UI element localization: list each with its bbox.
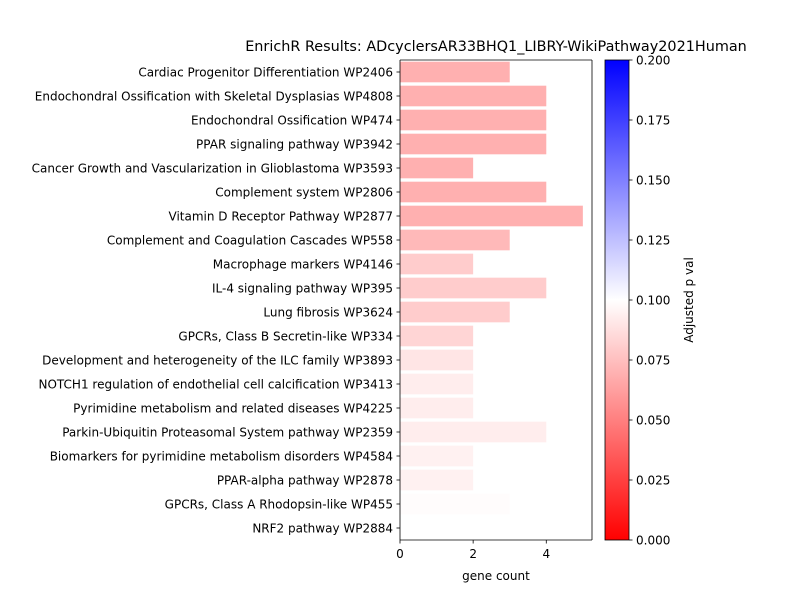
x-axis-label: gene count xyxy=(462,569,530,583)
colorbar-tick-label: 0.150 xyxy=(636,174,670,188)
category-label: Cancer Growth and Vascularization in Gli… xyxy=(32,162,393,176)
category-label: Biomarkers for pyrimidine metabolism dis… xyxy=(50,450,393,464)
x-tick-label: 0 xyxy=(396,547,404,561)
category-labels: Cardiac Progenitor Differentiation WP240… xyxy=(32,66,400,536)
bar xyxy=(400,85,547,107)
colorbar-label: Adjusted p val xyxy=(682,257,696,343)
category-label: NOTCH1 regulation of endothelial cell ca… xyxy=(39,378,394,392)
bar xyxy=(400,253,474,275)
category-label: GPCRs, Class A Rhodopsin-like WP455 xyxy=(165,498,393,512)
colorbar xyxy=(604,59,630,541)
colorbar-tick-label: 0.200 xyxy=(636,54,670,68)
category-label: Macrophage markers WP4146 xyxy=(213,258,393,272)
colorbar-tick-label: 0.100 xyxy=(636,294,670,308)
bar xyxy=(400,469,474,491)
bar xyxy=(400,157,474,179)
bar xyxy=(400,493,510,515)
colorbar-tick-label: 0.075 xyxy=(636,354,670,368)
category-label: Vitamin D Receptor Pathway WP2877 xyxy=(169,210,394,224)
bar xyxy=(400,181,547,203)
x-tick-label: 2 xyxy=(469,547,477,561)
bar xyxy=(400,61,510,83)
category-label: Endochondral Ossification WP474 xyxy=(191,114,393,128)
category-label: Pyrimidine metabolism and related diseas… xyxy=(73,402,393,416)
category-label: IL-4 signaling pathway WP395 xyxy=(212,282,393,296)
colorbar-ticks: 0.000 0.025 0.050 0.075 0.100 0.125 0.150 0.175… xyxy=(629,54,670,548)
category-label: Complement and Coagulation Cascades WP55… xyxy=(107,234,393,248)
bar xyxy=(400,205,583,227)
bar xyxy=(400,229,510,251)
colorbar-tick-label: 0.025 xyxy=(636,474,670,488)
category-label: Parkin-Ubiquitin Proteasomal System path… xyxy=(62,426,393,440)
category-label: Cardiac Progenitor Differentiation WP240… xyxy=(138,66,393,80)
bar xyxy=(400,373,474,395)
bar xyxy=(400,445,474,467)
bar xyxy=(400,277,547,299)
x-axis-ticks: 0 2 4 xyxy=(396,540,550,561)
bar xyxy=(400,421,547,443)
category-label: PPAR-alpha pathway WP2878 xyxy=(217,474,393,488)
x-tick-label: 4 xyxy=(542,547,550,561)
colorbar-tick-label: 0.000 xyxy=(636,534,670,548)
bar xyxy=(400,109,547,131)
colorbar-tick-label: 0.175 xyxy=(636,114,670,128)
bar xyxy=(400,397,474,419)
bar xyxy=(400,301,510,323)
category-label: Endochondral Ossification with Skeletal … xyxy=(35,90,393,104)
category-label: PPAR signaling pathway WP3942 xyxy=(196,138,393,152)
bar xyxy=(400,325,474,347)
colorbar-tick-label: 0.125 xyxy=(636,234,670,248)
bar xyxy=(400,517,547,539)
category-label: GPCRs, Class B Secretin-like WP334 xyxy=(178,330,393,344)
category-label: NRF2 pathway WP2884 xyxy=(252,522,393,536)
category-label: Development and heterogeneity of the ILC… xyxy=(42,354,393,368)
chart-title: EnrichR Results: ADcyclersAR33BHQ1_LIBRY… xyxy=(245,39,747,55)
bar xyxy=(400,349,474,371)
category-label: Lung fibrosis WP3624 xyxy=(263,306,393,320)
category-label: Complement system WP2806 xyxy=(215,186,393,200)
bars-layer xyxy=(400,61,583,539)
bar xyxy=(400,133,547,155)
colorbar-tick-label: 0.050 xyxy=(636,414,670,428)
